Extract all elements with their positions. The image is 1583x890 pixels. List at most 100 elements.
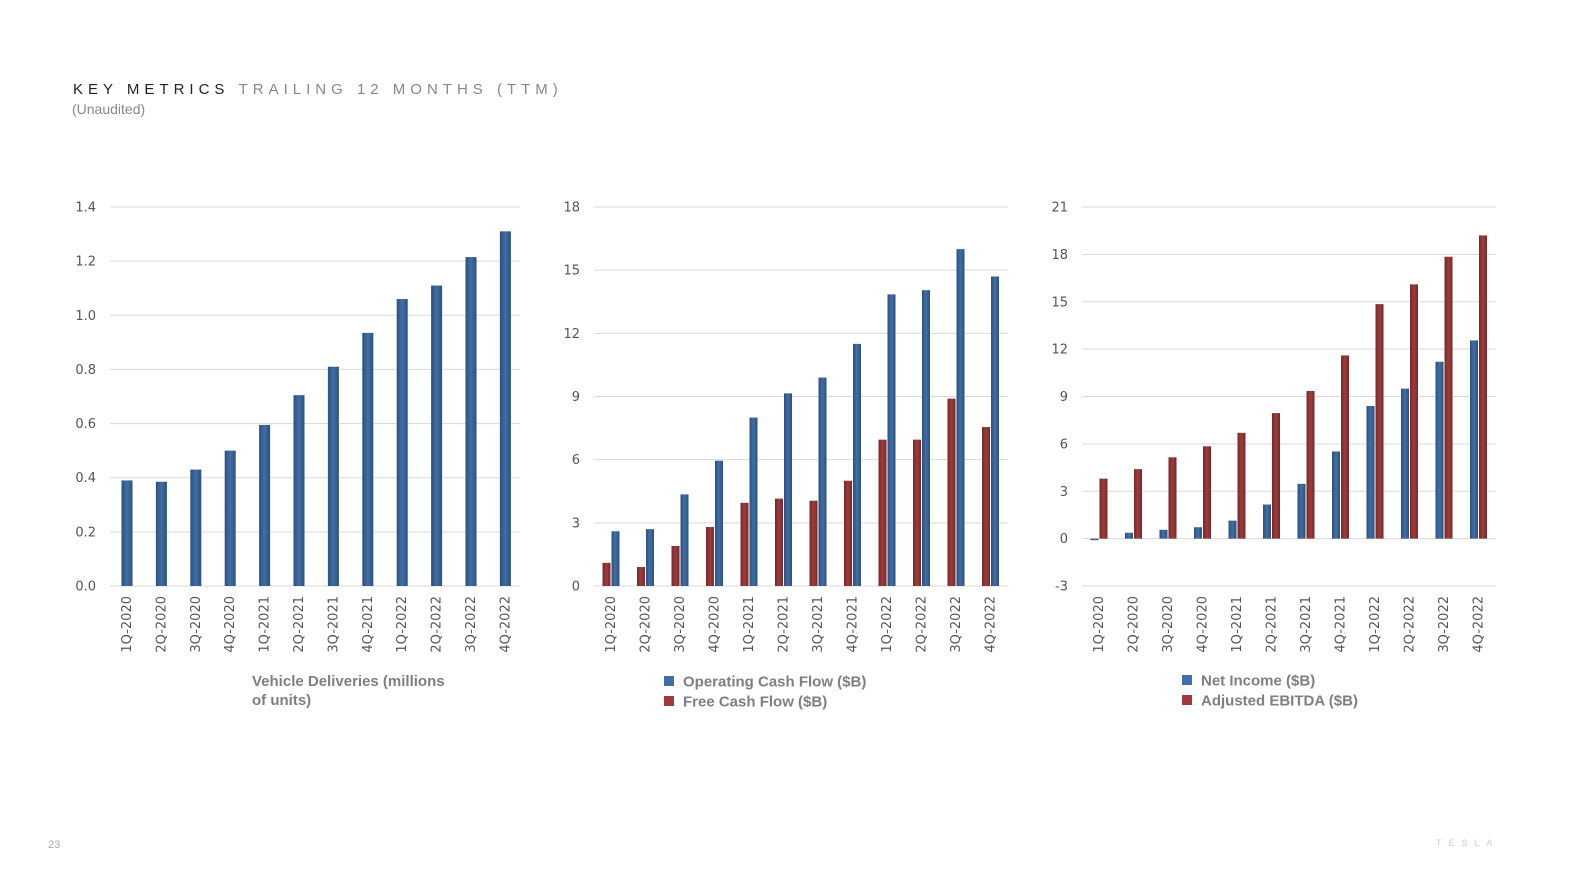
- legend-swatch: [664, 696, 674, 706]
- bar: [1099, 478, 1108, 539]
- x-tick-label: 2Q-2022: [430, 596, 445, 653]
- y-tick-label: 18: [563, 201, 580, 216]
- legend-swatch: [664, 676, 674, 686]
- x-axis-label: of units): [252, 692, 311, 709]
- x-tick-label: 4Q-2021: [361, 596, 376, 653]
- legend-entry: Adjusted EBITDA ($B): [1201, 693, 1358, 710]
- y-tick-label: 12: [1051, 343, 1068, 358]
- bar: [956, 249, 965, 586]
- y-tick-label: 21: [1051, 201, 1068, 216]
- bar: [1470, 340, 1478, 539]
- bar: [637, 567, 645, 586]
- y-tick-label: 3: [1060, 485, 1068, 500]
- y-tick-label: 0.6: [75, 417, 96, 432]
- bar: [1125, 532, 1133, 539]
- x-tick-label: 1Q-2022: [880, 596, 895, 653]
- bar: [1297, 483, 1306, 539]
- bar: [1341, 355, 1349, 539]
- bar: [1228, 520, 1237, 539]
- bar: [1090, 538, 1099, 541]
- x-tick-label: 2Q-2021: [292, 596, 307, 653]
- x-tick-label: 1Q-2022: [395, 596, 410, 653]
- title-main: KEY METRICS: [73, 81, 230, 98]
- bar: [784, 393, 792, 586]
- x-tick-label: 3Q-2021: [1299, 596, 1314, 653]
- x-tick-label: 2Q-2022: [915, 596, 930, 653]
- bar: [293, 395, 305, 586]
- bar: [396, 299, 408, 586]
- y-tick-label: 0.4: [75, 471, 96, 486]
- y-tick-label: 0: [1060, 532, 1068, 547]
- y-tick-label: 6: [572, 453, 580, 468]
- y-tick-label: 1.0: [75, 309, 96, 324]
- legend-swatch: [1182, 695, 1192, 705]
- x-tick-label: 4Q-2021: [1334, 596, 1349, 653]
- bar: [1159, 529, 1168, 539]
- x-tick-label: 1Q-2021: [1230, 596, 1245, 653]
- page-number: 23: [48, 839, 61, 851]
- y-tick-label: 0.8: [75, 363, 96, 378]
- y-tick-label: 9: [572, 390, 580, 405]
- legend-entry: Net Income ($B): [1201, 673, 1315, 690]
- x-tick-label: 4Q-2022: [984, 596, 999, 653]
- x-tick-label: 1Q-2022: [1368, 596, 1383, 653]
- x-tick-label: 3Q-2021: [326, 596, 341, 653]
- bar: [982, 427, 990, 586]
- legend-entry: Operating Cash Flow ($B): [683, 674, 866, 691]
- bar: [1194, 527, 1202, 539]
- legend-swatch: [1182, 675, 1192, 685]
- tesla-logo: TESLA: [1436, 838, 1500, 848]
- bar: [499, 231, 511, 586]
- x-tick-label: 4Q-2020: [1196, 596, 1211, 653]
- y-tick-label: 15: [563, 264, 580, 279]
- bar: [749, 417, 758, 586]
- x-tick-label: 4Q-2022: [498, 596, 513, 653]
- bar: [878, 439, 887, 586]
- x-tick-label: 2Q-2020: [639, 596, 654, 653]
- bar: [818, 377, 827, 586]
- bar: [327, 366, 339, 586]
- x-tick-label: 3Q-2020: [189, 596, 204, 653]
- bar: [947, 398, 956, 586]
- x-tick-label: 3Q-2022: [464, 596, 479, 653]
- bar: [1134, 469, 1142, 539]
- x-tick-label: 4Q-2020: [708, 596, 723, 653]
- y-tick-label: 0.2: [75, 525, 96, 540]
- bar: [1168, 457, 1177, 539]
- bar: [1410, 284, 1418, 539]
- y-tick-label: 3: [572, 516, 580, 531]
- bar: [740, 502, 749, 586]
- bar: [224, 450, 236, 586]
- y-tick-label: 6: [1060, 437, 1068, 452]
- bar: [1306, 390, 1315, 539]
- x-tick-label: 1Q-2020: [120, 596, 135, 653]
- y-tick-label: 1.4: [75, 201, 96, 216]
- bar: [715, 460, 723, 586]
- bar: [1375, 304, 1384, 539]
- x-tick-label: 3Q-2021: [811, 596, 826, 653]
- bar: [1401, 388, 1409, 539]
- bar: [155, 481, 167, 586]
- x-axis-label: Vehicle Deliveries (millions: [252, 673, 445, 690]
- y-tick-label: 0.0: [75, 580, 96, 595]
- x-tick-label: 1Q-2021: [742, 596, 757, 653]
- bar: [680, 494, 689, 586]
- bar: [775, 498, 783, 586]
- bar: [1272, 413, 1280, 539]
- bar: [922, 290, 930, 586]
- x-tick-label: 3Q-2022: [1437, 596, 1452, 653]
- title-sub: TRAILING 12 MONTHS (TTM): [238, 81, 563, 98]
- bar: [844, 480, 852, 586]
- x-tick-label: 2Q-2020: [1127, 596, 1142, 653]
- x-tick-label: 1Q-2020: [1092, 596, 1107, 653]
- bar: [809, 500, 818, 586]
- bar: [1263, 504, 1271, 539]
- bar: [1332, 451, 1340, 539]
- bar: [611, 531, 620, 586]
- bar: [259, 424, 271, 586]
- y-tick-label: 18: [1051, 248, 1068, 263]
- x-tick-label: 3Q-2020: [673, 596, 688, 653]
- y-tick-label: 9: [1060, 390, 1068, 405]
- bar: [1444, 256, 1453, 539]
